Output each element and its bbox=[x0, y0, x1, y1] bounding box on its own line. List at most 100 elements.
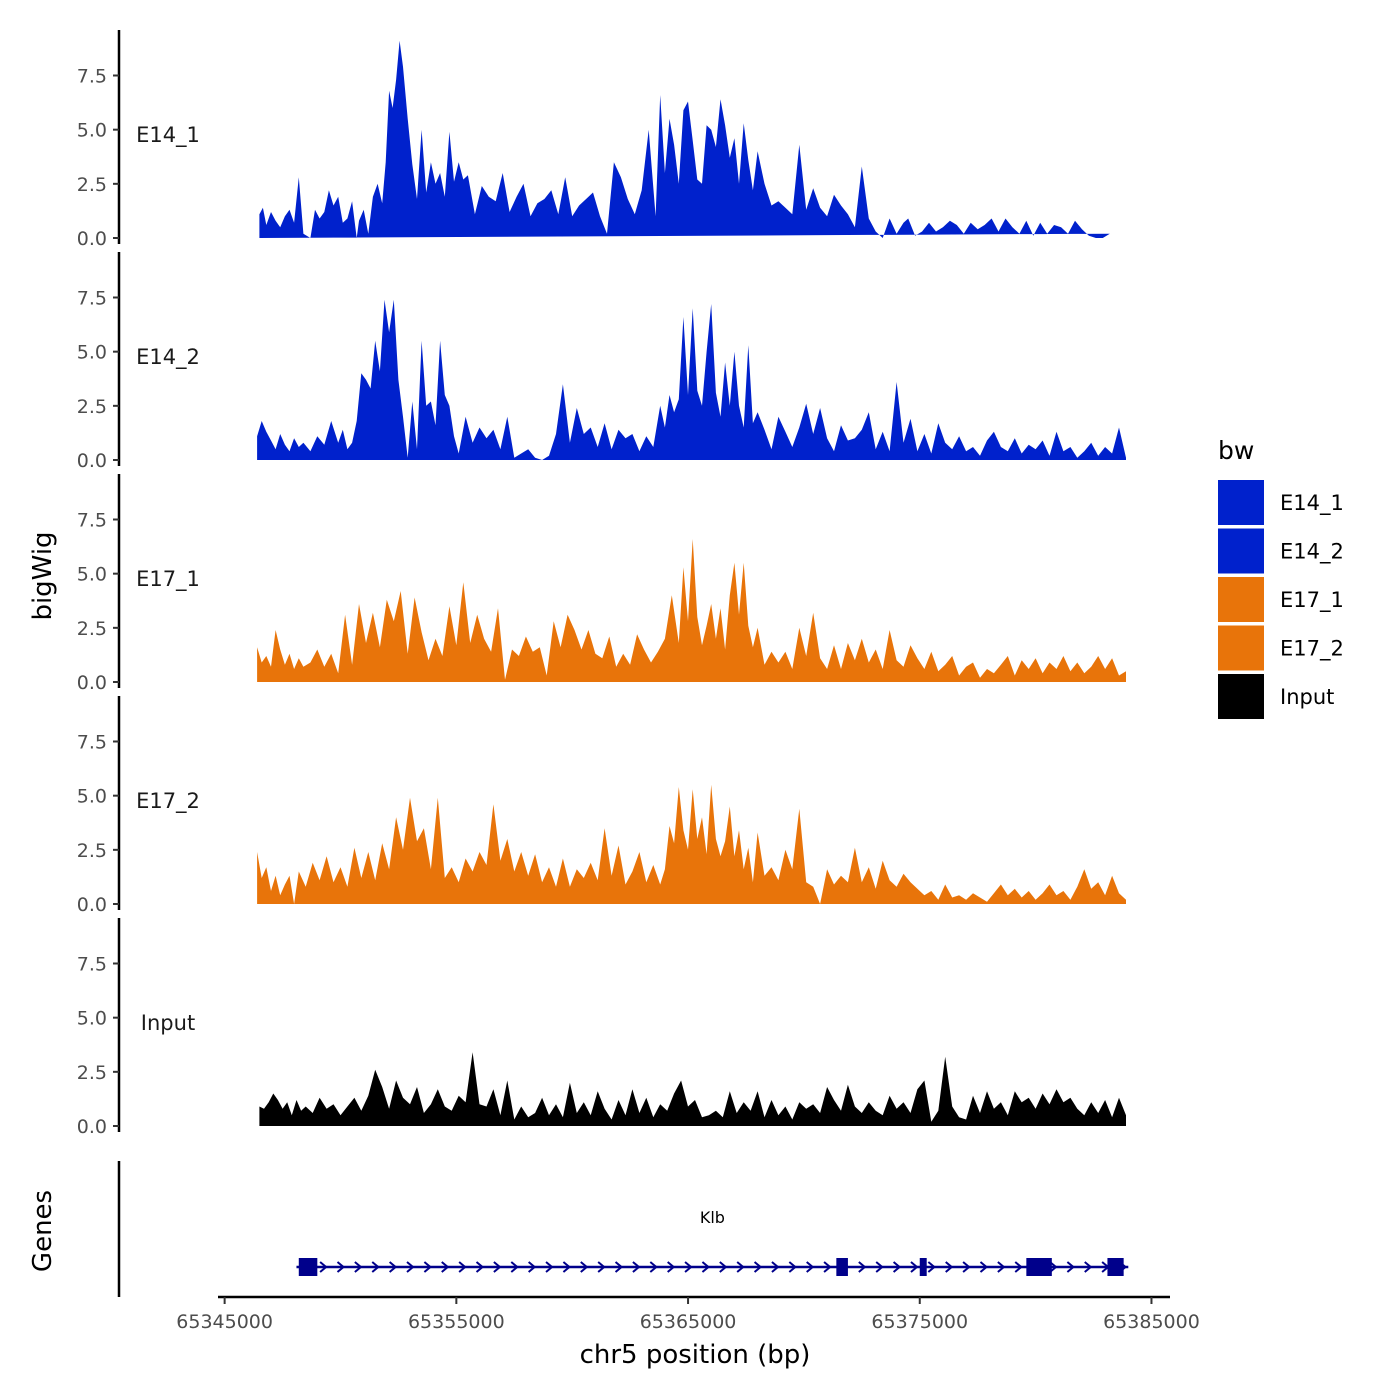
signal-area-E17_2 bbox=[257, 784, 1127, 904]
strand-arrow-marker bbox=[927, 1261, 936, 1273]
strand-arrow-marker bbox=[597, 1261, 606, 1273]
signal-area-Input bbox=[259, 1052, 1126, 1126]
strand-arrow-marker bbox=[388, 1261, 398, 1273]
track-label-E17_2: E17_2 bbox=[136, 789, 200, 814]
legend-label-E17_2: E17_2 bbox=[1280, 637, 1344, 662]
y-tick-label: 5.0 bbox=[77, 1008, 107, 1030]
track-panel-E14_1: 0.0 2.5 5.0 7.5 E14_1 bbox=[77, 30, 1110, 250]
legend-swatch-E14_2 bbox=[1218, 528, 1264, 574]
y-axis-title: bigWig bbox=[28, 531, 58, 620]
y-tick-label: 5.0 bbox=[77, 120, 107, 142]
gene-exon bbox=[836, 1258, 848, 1276]
x-axis: 65345000 65355000 65365000 65375000 65385000 bbox=[176, 1295, 1200, 1333]
strand-arrow-marker bbox=[371, 1261, 380, 1273]
strand-arrow-marker bbox=[701, 1261, 710, 1273]
track-panel-Input: 0.0 2.5 5.0 7.5 Input bbox=[77, 918, 1126, 1138]
y-tick-label: 0.0 bbox=[77, 450, 107, 472]
strand-arrow-marker bbox=[945, 1261, 954, 1273]
y-tick-label: 0.0 bbox=[77, 672, 107, 694]
strand-arrow-marker bbox=[423, 1261, 432, 1273]
strand-arrow-marker bbox=[1084, 1261, 1093, 1273]
strand-arrow-marker bbox=[858, 1261, 867, 1273]
legend-title: bw bbox=[1218, 436, 1254, 465]
strand-arrow-marker bbox=[545, 1261, 554, 1273]
x-tick-label: 65365000 bbox=[640, 1311, 737, 1333]
strand-arrow-marker bbox=[562, 1261, 571, 1273]
y-tick-label: 7.5 bbox=[77, 288, 107, 310]
strand-arrow-marker bbox=[823, 1261, 832, 1273]
strand-arrow-marker bbox=[788, 1261, 797, 1273]
y-tick-label: 5.0 bbox=[77, 342, 107, 364]
y-tick-label: 0.0 bbox=[77, 894, 107, 916]
strand-arrow-marker bbox=[649, 1261, 658, 1273]
track-label-Input: Input bbox=[141, 1011, 195, 1035]
y-tick-label: 2.5 bbox=[77, 396, 107, 418]
x-tick-label: 65345000 bbox=[176, 1311, 273, 1333]
track-label-E17_1: E17_1 bbox=[136, 567, 200, 592]
legend-swatch-E14_1 bbox=[1218, 480, 1264, 525]
strand-arrow-marker bbox=[354, 1261, 363, 1273]
legend-label-Input: Input bbox=[1280, 685, 1334, 709]
y-tick-label: 7.5 bbox=[77, 732, 107, 754]
y-tick-label: 5.0 bbox=[77, 564, 107, 586]
y-tick-label: 0.0 bbox=[77, 1116, 107, 1138]
legend-swatch-Input bbox=[1218, 674, 1264, 719]
legend: bw E14_1 E14_2 E17_1 E17_2 Input bbox=[1218, 436, 1344, 719]
strand-arrow-marker bbox=[528, 1261, 537, 1273]
gene-exon bbox=[1107, 1258, 1124, 1276]
strand-arrow-marker bbox=[458, 1261, 467, 1273]
strand-arrow-marker bbox=[875, 1261, 884, 1273]
strand-arrow-marker bbox=[719, 1261, 728, 1273]
track-panel-E17_1: 0.0 2.5 5.0 7.5 E17_1 bbox=[77, 474, 1127, 694]
tracks-layer: 0.0 2.5 5.0 7.5 E14_1 0.0 2.5 5.0 7.5 E14_2 0.0 2.5… bbox=[77, 30, 1127, 1138]
y-tick-label: 2.5 bbox=[77, 1062, 107, 1084]
gene-exon bbox=[1026, 1258, 1052, 1276]
gene-name-label: Klb bbox=[700, 1208, 725, 1227]
strand-arrow-marker bbox=[667, 1261, 676, 1273]
strand-arrow-marker bbox=[510, 1261, 519, 1273]
x-tick-label: 65355000 bbox=[408, 1311, 505, 1333]
signal-area-E14_1 bbox=[259, 40, 1110, 238]
strand-arrow-marker bbox=[684, 1261, 693, 1273]
strand-arrow-marker bbox=[441, 1261, 450, 1273]
strand-arrow-marker bbox=[979, 1261, 989, 1273]
strand-arrow-marker bbox=[1049, 1261, 1058, 1273]
y-tick-label: 5.0 bbox=[77, 786, 107, 808]
strand-arrow-marker bbox=[962, 1261, 971, 1273]
strand-arrow-marker bbox=[753, 1261, 763, 1273]
legend-label-E17_1: E17_1 bbox=[1280, 588, 1344, 613]
x-tick-label: 65375000 bbox=[871, 1311, 968, 1333]
y-tick-label: 7.5 bbox=[77, 510, 107, 532]
x-tick-label: 65385000 bbox=[1103, 1311, 1200, 1333]
strand-arrow-marker bbox=[580, 1261, 589, 1273]
strand-arrow-marker bbox=[614, 1261, 624, 1273]
signal-area-E14_2 bbox=[257, 299, 1127, 460]
strand-arrow-marker bbox=[336, 1261, 346, 1273]
genes-axis-title: Genes bbox=[28, 1190, 58, 1272]
y-tick-label: 2.5 bbox=[77, 174, 107, 196]
y-tick-label: 2.5 bbox=[77, 618, 107, 640]
track-label-E14_1: E14_1 bbox=[136, 123, 200, 148]
strand-arrow-marker bbox=[997, 1261, 1006, 1273]
track-panel-E14_2: 0.0 2.5 5.0 7.5 E14_2 bbox=[77, 252, 1127, 472]
strand-arrow-marker bbox=[406, 1261, 415, 1273]
y-tick-label: 7.5 bbox=[77, 954, 107, 976]
signal-area-E17_1 bbox=[257, 539, 1127, 682]
gene-exon bbox=[298, 1258, 318, 1276]
y-tick-label: 2.5 bbox=[77, 840, 107, 862]
strand-arrow-marker bbox=[806, 1261, 815, 1273]
track-label-E14_2: E14_2 bbox=[136, 345, 200, 370]
strand-arrow-marker bbox=[319, 1261, 328, 1273]
y-tick-label: 7.5 bbox=[77, 66, 107, 88]
legend-swatch-E17_2 bbox=[1218, 625, 1264, 671]
y-tick-label: 0.0 bbox=[77, 228, 107, 250]
legend-swatch-E17_1 bbox=[1218, 577, 1264, 622]
strand-arrow-marker bbox=[493, 1261, 502, 1273]
strand-arrow-marker bbox=[1066, 1261, 1075, 1273]
x-axis-title: chr5 position (bp) bbox=[580, 1340, 811, 1370]
strand-arrow-marker bbox=[1014, 1261, 1023, 1273]
strand-arrow-marker bbox=[736, 1261, 745, 1273]
legend-label-E14_2: E14_2 bbox=[1280, 540, 1344, 565]
gene-exon bbox=[919, 1258, 927, 1276]
